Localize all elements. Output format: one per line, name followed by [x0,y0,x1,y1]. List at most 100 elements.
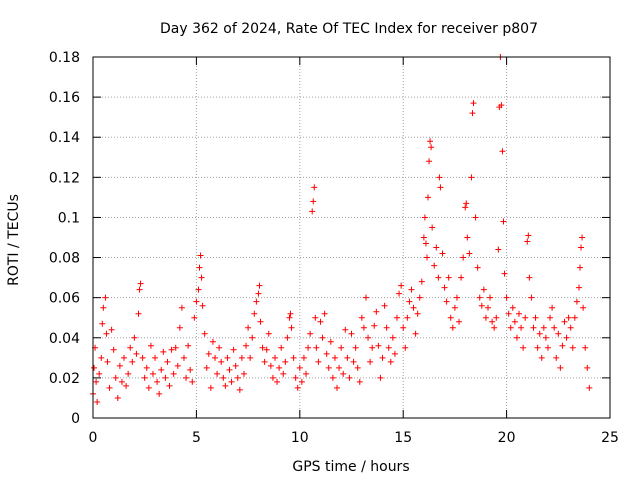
data-point [131,334,138,341]
data-point [305,344,312,351]
data-point [172,344,179,351]
data-point [216,344,223,351]
data-point [441,284,448,291]
data-point [180,354,187,361]
data-point [93,378,100,385]
data-point [212,354,219,361]
data-point [396,290,403,297]
data-point [567,324,574,331]
data-point [398,282,405,289]
data-point [373,308,380,315]
data-point [329,374,336,381]
data-point [408,286,415,293]
data-point [288,324,295,331]
data-point [544,344,551,351]
data-point [315,358,322,365]
data-point [482,314,489,321]
data-point [449,324,456,331]
data-point [478,302,485,309]
data-point [350,358,357,365]
data-point [507,324,514,331]
data-point [480,286,487,293]
data-point [431,262,438,269]
data-point [278,344,285,351]
data-point [259,344,266,351]
data-point [209,338,216,345]
data-point [491,324,498,331]
data-point [338,344,345,351]
data-point [464,234,471,241]
data-point [331,354,338,361]
data-point [187,366,194,373]
data-point [561,318,568,325]
data-point [123,382,130,389]
data-point [247,354,254,361]
data-point [443,298,450,305]
data-point [300,354,307,361]
data-point [453,294,460,301]
data-point [220,374,227,381]
data-point [447,314,454,321]
data-point [313,344,320,351]
data-point [290,354,297,361]
data-point [135,310,142,317]
data-point [226,366,233,373]
data-point [495,246,502,253]
data-point [375,342,382,349]
x-tick-label: 5 [192,430,201,446]
data-point [472,214,479,221]
data-point [240,370,247,377]
data-point [437,184,444,191]
y-tick-label: 0.02 [49,371,80,387]
chart-title: Day 362 of 2024, Rate Of TEC Index for r… [160,21,538,37]
data-point [509,304,516,311]
data-point [205,350,212,357]
data-point [344,354,351,361]
data-point [296,364,303,371]
data-point [127,344,134,351]
data-point [565,314,572,321]
data-point [575,284,582,291]
y-tick-label: 0.1 [58,210,80,226]
data-point [147,342,154,349]
data-point [334,384,341,391]
data-point [460,254,467,261]
data-point [536,330,543,337]
data-point [271,354,278,361]
data-point [402,344,409,351]
data-point [456,318,463,325]
data-point [580,304,587,311]
data-point [404,314,411,321]
data-point [321,310,328,317]
data-point [207,384,214,391]
data-point [286,314,293,321]
data-point [542,334,549,341]
y-tick-label: 0 [71,411,80,427]
data-point [269,374,276,381]
x-tick-label: 10 [291,430,309,446]
data-point [559,342,566,349]
data-point [251,310,258,317]
data-point [99,320,106,327]
data-point [365,334,372,341]
data-point [103,330,110,337]
data-point [414,310,421,317]
data-point [236,386,243,393]
data-point [500,218,507,225]
data-point [106,384,113,391]
data-point [108,326,115,333]
data-point [420,234,427,241]
data-point [451,304,458,311]
data-point [238,354,245,361]
data-point [435,274,442,281]
data-point [292,374,299,381]
data-point [325,364,332,371]
data-point [555,330,562,337]
data-point [214,370,221,377]
data-point [528,294,535,301]
data-point [195,286,202,293]
data-point [141,374,148,381]
x-tick-label: 20 [498,430,516,446]
